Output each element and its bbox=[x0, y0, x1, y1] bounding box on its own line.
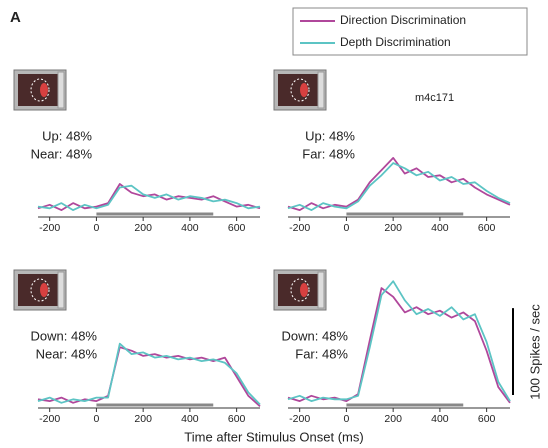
x-tick-label: 400 bbox=[431, 222, 449, 234]
x-tick-label: 400 bbox=[181, 222, 199, 234]
x-tick-label: 0 bbox=[343, 222, 349, 234]
x-tick-label: 200 bbox=[384, 413, 402, 425]
panel-label: A bbox=[10, 9, 21, 26]
series-line bbox=[287, 287, 511, 404]
x-tick-label: -200 bbox=[39, 222, 60, 234]
condition-label: Near: 48% bbox=[36, 346, 98, 361]
x-tick-label: 0 bbox=[93, 413, 99, 425]
series-line bbox=[37, 342, 261, 406]
x-tick-label: 600 bbox=[228, 222, 246, 234]
condition-label: Down: 48% bbox=[31, 328, 98, 343]
x-tick-label: 0 bbox=[93, 222, 99, 234]
series-line bbox=[287, 280, 511, 402]
x-tick-label: 0 bbox=[343, 413, 349, 425]
x-tick-label: 400 bbox=[181, 413, 199, 425]
x-tick-label: 400 bbox=[431, 413, 449, 425]
x-tick-label: 600 bbox=[228, 413, 246, 425]
condition-label: Up: 48% bbox=[42, 128, 92, 143]
x-tick-label: 200 bbox=[134, 222, 152, 234]
x-tick-label: -200 bbox=[39, 413, 60, 425]
stimulus-icon bbox=[13, 269, 67, 311]
condition-label: Near: 48% bbox=[31, 146, 93, 161]
legend-entry: Direction Discrimination bbox=[340, 13, 466, 27]
x-tick-label: 200 bbox=[384, 222, 402, 234]
x-tick-label: 200 bbox=[134, 413, 152, 425]
series-line bbox=[37, 184, 261, 211]
stimulus-icon bbox=[273, 269, 327, 311]
legend-box bbox=[292, 7, 528, 56]
x-tick-label: -200 bbox=[289, 413, 310, 425]
condition-label: Up: 48% bbox=[305, 128, 355, 143]
x-axis-label: Time after Stimulus Onset (ms) bbox=[184, 429, 363, 444]
condition-label: Far: 48% bbox=[302, 146, 355, 161]
scale-bar-label: 100 Spikes / sec bbox=[527, 304, 542, 400]
x-tick-label: -200 bbox=[289, 222, 310, 234]
cell-id: m4c171 bbox=[415, 92, 454, 104]
condition-label: Down: 48% bbox=[282, 328, 349, 343]
stimulus-icon bbox=[13, 69, 67, 111]
condition-label: Far: 48% bbox=[295, 346, 348, 361]
x-tick-label: 600 bbox=[478, 413, 496, 425]
legend-entry: Depth Discrimination bbox=[340, 35, 451, 49]
stimulus-icon bbox=[273, 69, 327, 111]
series-line bbox=[287, 162, 511, 211]
x-tick-label: 600 bbox=[478, 222, 496, 234]
